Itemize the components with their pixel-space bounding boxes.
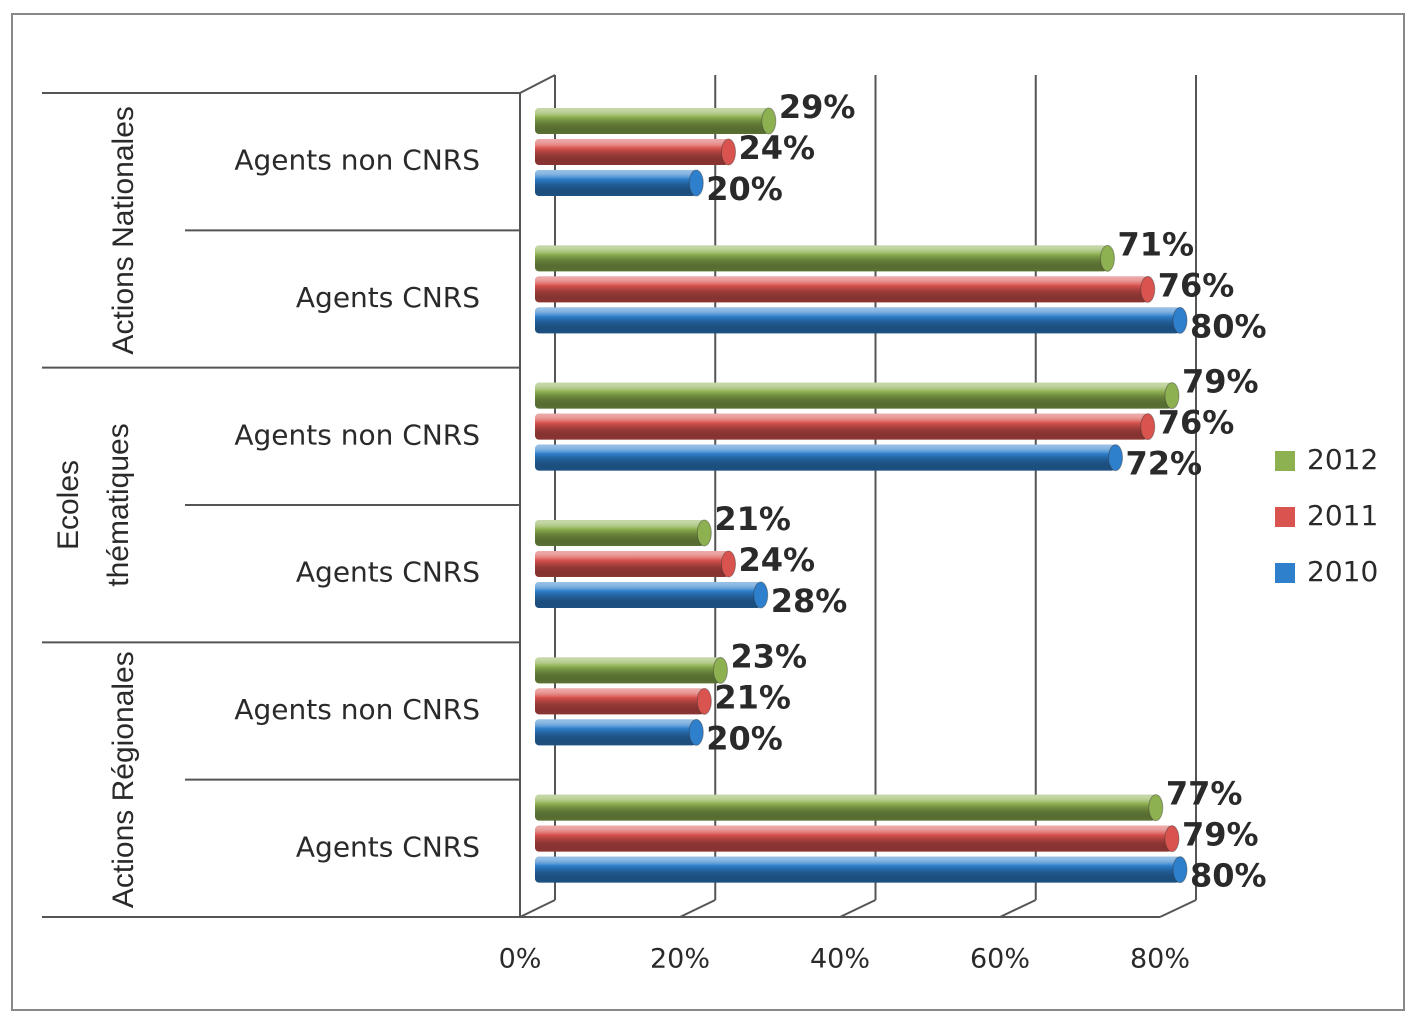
bar-shade — [535, 794, 1156, 821]
bar-shade — [535, 551, 729, 577]
bar-shade — [535, 719, 697, 746]
category-label: Agents CNRS — [296, 556, 480, 589]
value-label: 80% — [1190, 307, 1267, 345]
bar-shade — [535, 825, 1172, 852]
value-label: 76% — [1158, 404, 1235, 442]
value-label: 28% — [771, 582, 848, 620]
value-label: 21% — [714, 500, 791, 538]
bar-cap — [1172, 306, 1188, 334]
category-label: Agents non CNRS — [234, 418, 480, 451]
tick-mark — [679, 899, 716, 918]
bar-shade — [535, 856, 1180, 883]
tick-mark — [839, 899, 876, 918]
group-label: thématiques — [102, 423, 135, 586]
value-label: 20% — [706, 170, 783, 208]
value-label: 24% — [739, 541, 816, 579]
value-label: 76% — [1158, 266, 1235, 304]
value-label: 21% — [714, 678, 791, 716]
bar-cap — [1164, 825, 1180, 853]
value-label: 79% — [1182, 363, 1259, 401]
bar-shade — [535, 688, 705, 715]
legend-swatch — [1275, 507, 1295, 527]
bar-shade — [535, 170, 697, 196]
bar-cap — [721, 138, 736, 166]
bar-shade — [535, 657, 721, 684]
category-label: Agents CNRS — [296, 281, 480, 314]
bar-shade — [535, 413, 1148, 440]
value-label: 72% — [1126, 445, 1203, 483]
bar-cap — [761, 107, 777, 135]
x-tick-label: 80% — [1130, 944, 1190, 975]
bar-cap — [1099, 244, 1115, 272]
tick-mark — [519, 899, 556, 918]
legend-label: 2011 — [1307, 499, 1378, 532]
legend-label: 2012 — [1307, 443, 1378, 476]
x-tick-label: 40% — [810, 944, 870, 975]
tick-mark — [1159, 899, 1197, 918]
value-label: 77% — [1166, 775, 1243, 813]
legend-swatch — [1275, 563, 1295, 583]
bar-cap — [688, 169, 704, 197]
bar-cap — [1140, 413, 1156, 441]
y-axis-depth — [519, 74, 556, 94]
category-label: Agents non CNRS — [234, 144, 480, 177]
bar-cap — [721, 550, 736, 578]
bar-cap — [1172, 856, 1188, 884]
legend-label: 2010 — [1307, 555, 1378, 588]
bar-shade — [535, 520, 705, 546]
group-label: Actions Nationales — [107, 106, 140, 354]
bar-shade — [535, 582, 761, 608]
value-label: 79% — [1182, 816, 1259, 854]
bar-shade — [535, 307, 1180, 334]
value-label: 80% — [1190, 857, 1267, 895]
group-label: Ecoles — [52, 460, 85, 550]
value-label: 20% — [706, 719, 783, 757]
bar-cap — [696, 519, 712, 547]
bar-cap — [1140, 275, 1156, 303]
bar-cap — [1108, 444, 1123, 472]
group-label: Actions Régionales — [107, 651, 140, 908]
value-label: 71% — [1117, 225, 1194, 263]
bar-shade — [535, 245, 1108, 272]
category-label: Agents non CNRS — [234, 693, 480, 726]
x-tick-label: 20% — [650, 944, 710, 975]
bar-cap — [688, 718, 704, 746]
bar-shade — [535, 444, 1116, 471]
bar-shade — [535, 139, 729, 165]
category-label: Agents CNRS — [296, 830, 480, 863]
tick-mark — [999, 899, 1037, 918]
bar-shade — [535, 108, 769, 134]
value-label: 24% — [739, 129, 816, 167]
x-tick-label: 0% — [499, 944, 542, 975]
bar-cap — [1164, 382, 1180, 410]
value-label: 23% — [730, 637, 807, 675]
legend-swatch — [1275, 451, 1295, 471]
frame — [11, 13, 1405, 1011]
value-label: 29% — [779, 88, 856, 126]
bar-cap — [696, 687, 712, 715]
bar-shade — [535, 276, 1148, 303]
bar-cap — [712, 656, 728, 684]
bar-cap — [753, 581, 769, 609]
bar-shade — [535, 382, 1172, 409]
bar-cap — [1148, 794, 1164, 822]
x-tick-label: 60% — [970, 944, 1030, 975]
